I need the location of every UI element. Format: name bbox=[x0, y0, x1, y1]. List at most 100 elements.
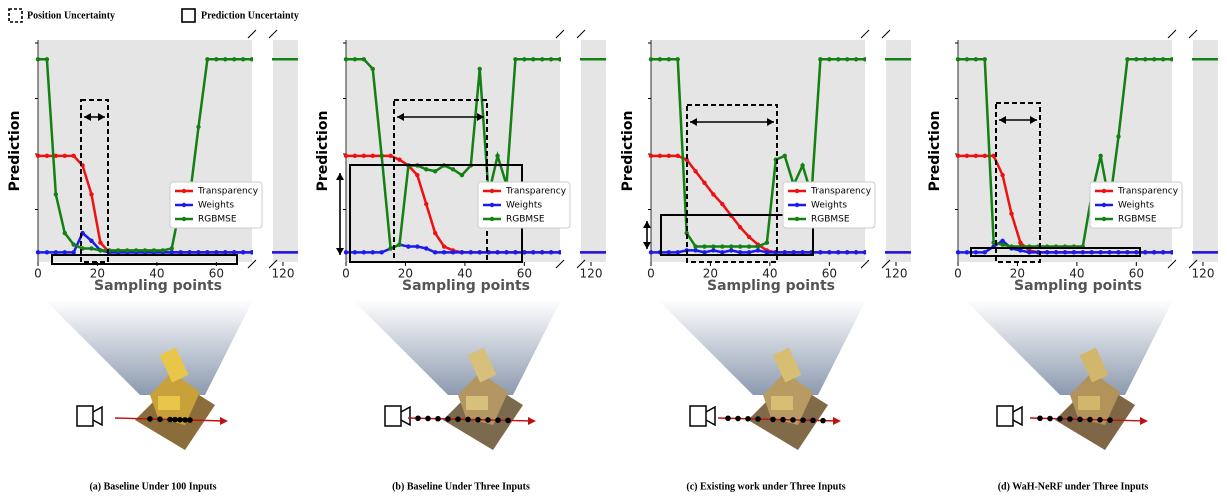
point bbox=[955, 153, 961, 159]
view-cone bbox=[353, 300, 561, 395]
point bbox=[415, 172, 420, 178]
point bbox=[853, 57, 859, 62]
point bbox=[370, 66, 375, 72]
x-tick-label: 20 bbox=[1010, 267, 1025, 281]
point bbox=[666, 153, 672, 159]
legend-swatch bbox=[181, 188, 187, 194]
sample-dot bbox=[770, 416, 776, 423]
legend-swatch bbox=[794, 216, 800, 222]
point bbox=[548, 57, 554, 62]
point bbox=[53, 153, 59, 159]
view-cone bbox=[45, 300, 253, 395]
legend-frame bbox=[169, 181, 263, 229]
point bbox=[955, 250, 961, 255]
sample-dot bbox=[425, 415, 431, 422]
point bbox=[379, 153, 384, 159]
break-mark bbox=[1188, 259, 1198, 269]
point bbox=[35, 250, 41, 255]
x-axis-label: Sampling points bbox=[94, 278, 222, 294]
legend-label: Position Uncertainty bbox=[27, 10, 115, 21]
point bbox=[657, 153, 663, 159]
point bbox=[89, 192, 94, 197]
sample-dot bbox=[415, 415, 421, 422]
point bbox=[415, 244, 420, 249]
point bbox=[513, 250, 518, 255]
point bbox=[223, 57, 228, 62]
sample-dot bbox=[1067, 416, 1073, 422]
sample-dot bbox=[465, 416, 471, 423]
x-axis-label: Sampling points bbox=[707, 278, 835, 294]
dashed-swatch bbox=[8, 8, 23, 23]
point bbox=[955, 57, 961, 62]
point bbox=[648, 153, 654, 159]
point bbox=[44, 153, 50, 159]
point bbox=[89, 246, 94, 251]
point bbox=[397, 157, 402, 162]
point bbox=[522, 57, 527, 62]
point bbox=[720, 250, 725, 255]
sample-dot bbox=[1087, 416, 1093, 423]
sample-dot bbox=[172, 416, 178, 423]
point bbox=[35, 153, 41, 159]
x-tick-label: 20 bbox=[398, 267, 413, 281]
panel: Prediction 0 20 40 60 120 Sampling points Trans… bbox=[7, 29, 298, 492]
point bbox=[1160, 250, 1166, 255]
point bbox=[1062, 250, 1068, 255]
prediction-box bbox=[970, 247, 1141, 257]
point bbox=[693, 248, 698, 253]
point bbox=[169, 246, 174, 251]
legend-frame bbox=[477, 181, 571, 229]
sample-dot bbox=[182, 417, 188, 423]
ray-head bbox=[528, 417, 536, 425]
point bbox=[800, 163, 805, 168]
view-cone bbox=[658, 300, 866, 395]
sample-dot bbox=[445, 416, 451, 422]
x-tick-label: 40 bbox=[149, 267, 164, 281]
plot-area bbox=[346, 40, 560, 262]
point bbox=[441, 244, 447, 249]
point bbox=[836, 57, 841, 62]
point bbox=[827, 57, 832, 62]
point bbox=[495, 250, 500, 255]
point bbox=[693, 244, 698, 249]
point bbox=[666, 250, 672, 255]
point bbox=[432, 169, 438, 174]
sample-dot bbox=[780, 416, 786, 423]
point bbox=[844, 57, 850, 62]
sample-dot bbox=[725, 415, 731, 422]
sample-dot bbox=[1077, 416, 1083, 423]
arrow-head bbox=[643, 221, 651, 249]
legend-label: RGBMSE bbox=[506, 215, 545, 225]
x-tick-label: 120 bbox=[580, 267, 603, 281]
sample-dot bbox=[157, 416, 163, 423]
point bbox=[720, 201, 725, 207]
sample-dot bbox=[1097, 417, 1103, 423]
point bbox=[1134, 250, 1139, 255]
ray-head bbox=[1140, 417, 1148, 425]
y-axis-label: Prediction bbox=[620, 111, 636, 192]
point bbox=[800, 250, 805, 255]
legend-label: Transparency bbox=[1117, 187, 1179, 197]
panel: Prediction 0 20 40 60 120 Sampling points Trans… bbox=[927, 29, 1218, 492]
point bbox=[973, 57, 979, 62]
legend-swatch bbox=[489, 216, 495, 222]
point bbox=[424, 246, 429, 251]
sample-dot bbox=[1037, 415, 1043, 422]
x-tick-label: 0 bbox=[342, 267, 350, 281]
point bbox=[746, 250, 752, 255]
point bbox=[836, 250, 841, 255]
point bbox=[729, 244, 734, 249]
legend-label: RGBMSE bbox=[1118, 215, 1157, 225]
point bbox=[1044, 250, 1050, 255]
point bbox=[982, 57, 987, 62]
position-box bbox=[393, 99, 488, 263]
plot-area bbox=[1193, 40, 1218, 262]
legend: Transparency Weights RGBMSE bbox=[782, 181, 876, 229]
point bbox=[755, 248, 761, 253]
prediction-box bbox=[660, 214, 814, 256]
point bbox=[361, 153, 367, 159]
sample-dot bbox=[820, 417, 826, 424]
point bbox=[361, 57, 367, 62]
y-axis-label: Prediction bbox=[315, 111, 331, 192]
sample-dot bbox=[800, 417, 806, 423]
